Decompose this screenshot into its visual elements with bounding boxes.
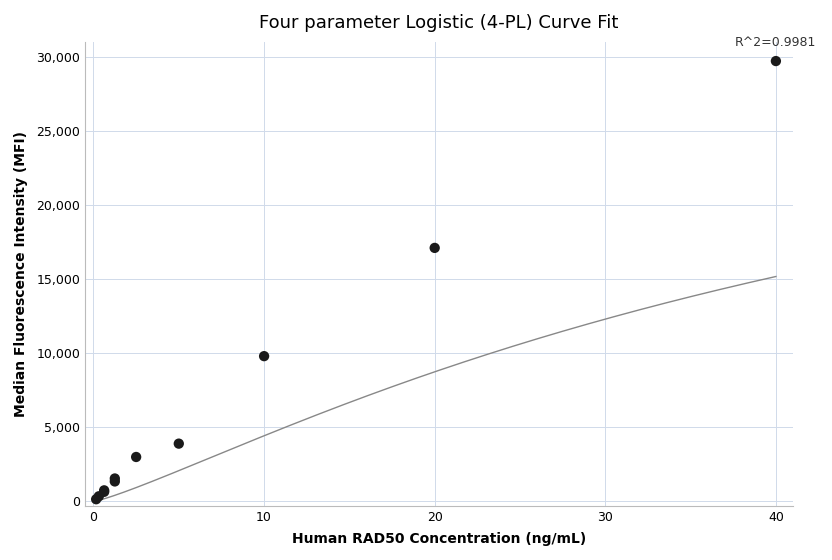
Title: Four parameter Logistic (4-PL) Curve Fit: Four parameter Logistic (4-PL) Curve Fit <box>260 14 619 32</box>
Point <box>97 486 111 495</box>
Point <box>90 495 103 504</box>
Point <box>172 439 186 448</box>
Point <box>97 487 111 496</box>
Point <box>92 492 106 501</box>
Text: R^2=0.9981: R^2=0.9981 <box>735 36 816 49</box>
X-axis label: Human RAD50 Concentration (ng/mL): Human RAD50 Concentration (ng/mL) <box>292 532 586 546</box>
Point <box>108 477 121 486</box>
Y-axis label: Median Fluorescence Intensity (MFI): Median Fluorescence Intensity (MFI) <box>14 131 28 417</box>
Point <box>770 57 783 66</box>
Point <box>108 474 121 483</box>
Point <box>257 352 270 361</box>
Point <box>428 244 441 253</box>
Point <box>130 452 143 461</box>
